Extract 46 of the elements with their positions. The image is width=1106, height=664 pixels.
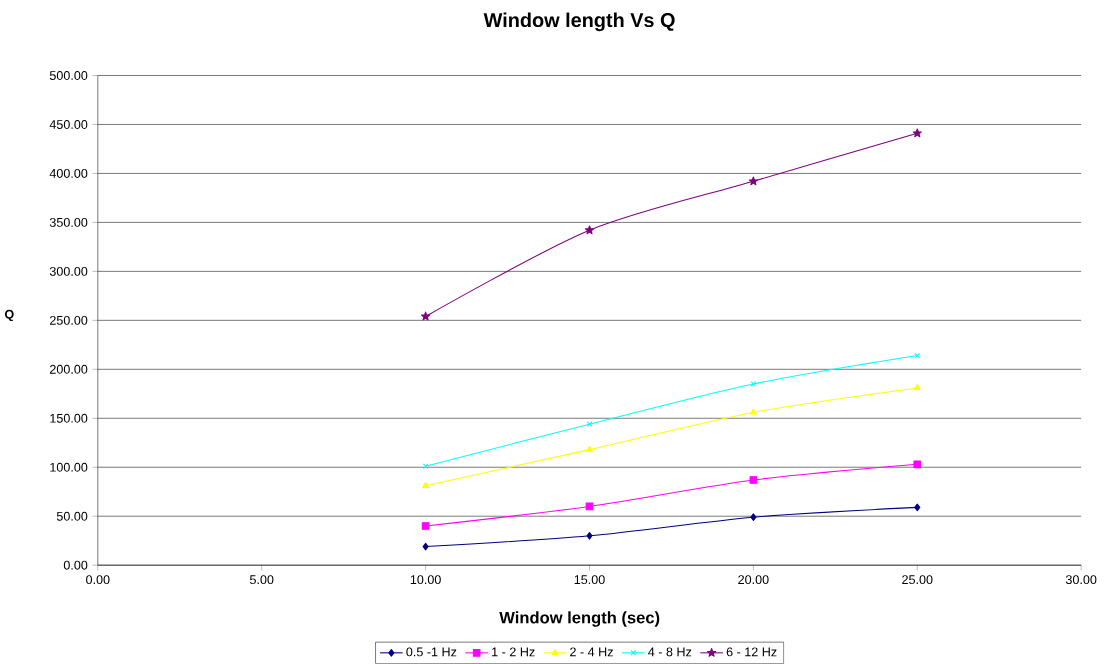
y-tick-label: 250.00 [49,315,88,325]
point [422,482,429,489]
y-tick-label: 200.00 [49,364,88,374]
point [913,384,921,391]
point [912,128,922,138]
y-tick-label: 400.00 [49,169,88,178]
point [586,421,593,428]
x-tick-label: 20.00 [738,575,769,585]
point [421,522,430,530]
y-tick-label: 0.00 [63,560,88,570]
legend-label: 6 - 12 Hz [726,647,777,657]
x-tick-label: 30.00 [1065,575,1097,585]
point [913,460,922,469]
x-tick-label: 10.00 [410,575,441,585]
point [584,225,595,235]
point [914,352,921,359]
y-tick-label: 50.00 [56,511,88,521]
x-tick-label: 5.00 [249,575,274,585]
x-tick-label: 0.00 [86,575,110,585]
y-tick-label: 150.00 [50,413,88,423]
point [749,476,758,484]
legend-label: 2 - 4 Hz [570,647,613,657]
point [422,463,429,470]
point [420,311,431,321]
legend-label: 1 - 2 Hz [492,647,535,657]
x-axis-title: Window length (sec) [499,611,660,627]
y-axis-title: Q [4,309,14,322]
legend-label: 4 - 8 Hz [648,647,692,657]
point [422,542,429,551]
y-tick-label: 450.00 [49,120,88,130]
point [586,532,593,540]
point [585,502,594,511]
point [586,445,593,452]
y-tick-label: 100.00 [50,462,88,472]
legend-label: 0.5 -1 Hz [406,647,457,657]
point [914,503,921,512]
point [750,381,757,387]
x-tick-label: 15.00 [574,575,605,585]
point [750,513,757,522]
point [749,408,757,415]
y-tick-label: 500.00 [49,71,88,81]
y-tick-label: 300.00 [49,267,88,276]
y-tick-label: 350.00 [49,218,88,227]
x-tick-label: 25.00 [902,575,933,585]
point [748,176,759,186]
chart-title: Window length Vs Q [483,12,675,32]
